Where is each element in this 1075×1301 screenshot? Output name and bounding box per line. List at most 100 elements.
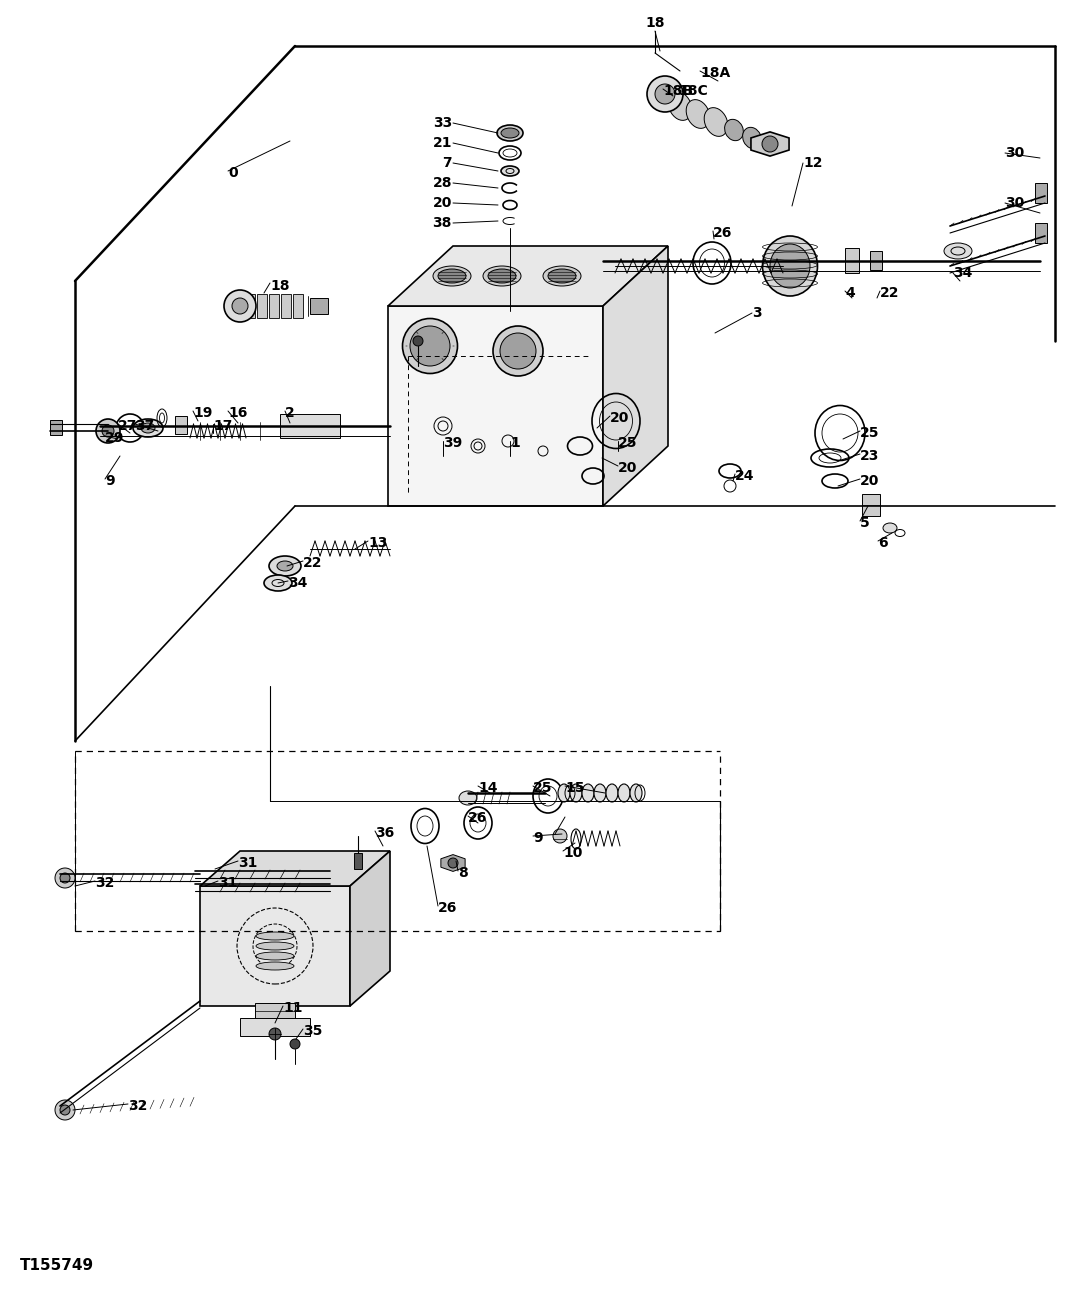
Text: 26: 26 bbox=[468, 811, 487, 825]
Text: 29: 29 bbox=[105, 431, 125, 445]
Circle shape bbox=[269, 1028, 281, 1039]
Circle shape bbox=[224, 290, 256, 323]
Text: T155749: T155749 bbox=[20, 1258, 95, 1272]
Text: 9: 9 bbox=[105, 474, 115, 488]
Text: 39: 39 bbox=[443, 436, 462, 450]
Ellipse shape bbox=[500, 333, 536, 369]
Bar bbox=[240, 1017, 310, 1036]
Text: 14: 14 bbox=[478, 781, 498, 795]
Bar bbox=[354, 853, 362, 869]
Ellipse shape bbox=[501, 167, 519, 176]
Text: 10: 10 bbox=[563, 846, 583, 860]
Ellipse shape bbox=[269, 556, 301, 576]
Text: 20: 20 bbox=[618, 461, 637, 475]
Bar bbox=[280, 414, 340, 438]
Ellipse shape bbox=[264, 575, 292, 591]
Text: 11: 11 bbox=[283, 1000, 302, 1015]
Ellipse shape bbox=[770, 245, 809, 288]
Text: 18A: 18A bbox=[700, 66, 730, 79]
Ellipse shape bbox=[256, 932, 293, 941]
Text: 26: 26 bbox=[713, 226, 732, 239]
Circle shape bbox=[60, 873, 70, 883]
Bar bbox=[51, 420, 62, 435]
Ellipse shape bbox=[497, 125, 524, 141]
Text: 15: 15 bbox=[565, 781, 585, 795]
Ellipse shape bbox=[762, 235, 817, 297]
Text: 7: 7 bbox=[443, 156, 452, 170]
Text: 37: 37 bbox=[135, 419, 154, 433]
Circle shape bbox=[762, 137, 778, 152]
Ellipse shape bbox=[704, 108, 728, 137]
Text: 25: 25 bbox=[533, 781, 553, 795]
Text: 23: 23 bbox=[860, 449, 879, 463]
Text: 34: 34 bbox=[954, 265, 973, 280]
Text: 32: 32 bbox=[95, 876, 114, 890]
Ellipse shape bbox=[594, 785, 606, 801]
Bar bbox=[1035, 222, 1047, 243]
Text: 38: 38 bbox=[432, 216, 452, 230]
Text: 19: 19 bbox=[194, 406, 213, 420]
Text: 28: 28 bbox=[432, 176, 452, 190]
Ellipse shape bbox=[558, 785, 570, 801]
Polygon shape bbox=[603, 246, 668, 506]
Ellipse shape bbox=[438, 269, 465, 284]
Text: 12: 12 bbox=[803, 156, 822, 170]
Circle shape bbox=[290, 1039, 300, 1049]
Ellipse shape bbox=[501, 127, 519, 138]
Text: 17: 17 bbox=[213, 419, 232, 433]
Ellipse shape bbox=[133, 419, 163, 437]
Text: 30: 30 bbox=[1005, 196, 1024, 209]
Text: 18B: 18B bbox=[663, 85, 693, 98]
Text: 8: 8 bbox=[458, 866, 468, 879]
Ellipse shape bbox=[630, 785, 642, 801]
Ellipse shape bbox=[483, 265, 521, 286]
Ellipse shape bbox=[548, 269, 576, 284]
Text: 26: 26 bbox=[438, 902, 457, 915]
Text: 20: 20 bbox=[860, 474, 879, 488]
Circle shape bbox=[102, 425, 114, 437]
Polygon shape bbox=[441, 855, 465, 872]
Text: 33: 33 bbox=[433, 116, 452, 130]
Text: 27: 27 bbox=[118, 419, 138, 433]
Text: 31: 31 bbox=[238, 856, 257, 870]
Bar bbox=[1035, 183, 1047, 203]
Bar bbox=[845, 248, 859, 273]
Text: 24: 24 bbox=[735, 468, 755, 483]
Text: 21: 21 bbox=[432, 137, 452, 150]
Bar bbox=[257, 294, 267, 317]
Circle shape bbox=[448, 857, 458, 868]
Ellipse shape bbox=[402, 319, 458, 373]
Text: 31: 31 bbox=[218, 876, 238, 890]
Circle shape bbox=[60, 1105, 70, 1115]
Ellipse shape bbox=[944, 243, 972, 259]
Bar bbox=[175, 416, 187, 435]
Circle shape bbox=[55, 1101, 75, 1120]
Bar bbox=[281, 294, 291, 317]
Text: 6: 6 bbox=[878, 536, 888, 550]
Ellipse shape bbox=[493, 327, 543, 376]
Circle shape bbox=[553, 829, 567, 843]
Text: 2: 2 bbox=[285, 406, 295, 420]
Ellipse shape bbox=[543, 265, 580, 286]
Ellipse shape bbox=[743, 127, 761, 148]
Text: 35: 35 bbox=[303, 1024, 322, 1038]
Ellipse shape bbox=[570, 785, 582, 801]
Text: 0: 0 bbox=[228, 167, 238, 180]
Ellipse shape bbox=[669, 91, 692, 121]
Text: 20: 20 bbox=[610, 411, 629, 425]
Text: 34: 34 bbox=[288, 576, 307, 589]
Circle shape bbox=[96, 419, 120, 444]
Polygon shape bbox=[200, 851, 390, 886]
Text: 3: 3 bbox=[752, 306, 761, 320]
Text: 13: 13 bbox=[368, 536, 387, 550]
Text: 36: 36 bbox=[375, 826, 395, 840]
Polygon shape bbox=[388, 246, 668, 306]
Bar bbox=[862, 494, 880, 516]
Text: 22: 22 bbox=[880, 286, 900, 301]
Ellipse shape bbox=[459, 791, 477, 805]
Ellipse shape bbox=[277, 561, 293, 571]
Text: 5: 5 bbox=[860, 516, 870, 530]
Ellipse shape bbox=[256, 961, 293, 971]
Text: 25: 25 bbox=[860, 425, 879, 440]
Circle shape bbox=[232, 298, 248, 314]
